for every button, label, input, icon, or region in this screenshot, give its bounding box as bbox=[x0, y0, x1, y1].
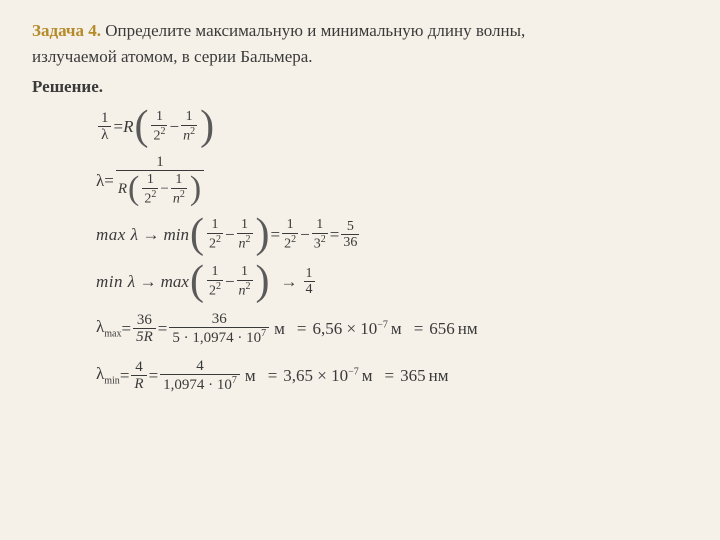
frac-num: 1 bbox=[98, 110, 112, 127]
solution-label: Решение. bbox=[32, 77, 688, 97]
min-lambda: min λ bbox=[96, 272, 136, 292]
max-label: max bbox=[161, 272, 189, 292]
problem-statement: Задача 4. Определите максимальную и мини… bbox=[32, 18, 688, 44]
equation-line-1: 1 λ = R ( 1 22 − 1 n2 ) bbox=[96, 105, 688, 149]
lambda-min-nm: 365 bbox=[400, 366, 426, 386]
t: 1 bbox=[153, 154, 167, 171]
lambda-min: λmin bbox=[96, 364, 120, 386]
t: R ( 1 22 − 1 n2 ) bbox=[116, 170, 204, 207]
equation-line-5: λmax = 365R = 36 5 · 1,0974 · 107 м = 6,… bbox=[96, 307, 688, 351]
lparen: ( bbox=[133, 108, 149, 146]
lambda-max-nm: 656 bbox=[429, 319, 455, 339]
max-lambda: max λ bbox=[96, 225, 138, 245]
arrow-icon: → bbox=[277, 272, 302, 292]
lambda-max: λmax bbox=[96, 317, 121, 339]
unit-m: м bbox=[271, 319, 285, 339]
page: Задача 4. Определите максимальную и мини… bbox=[0, 0, 720, 411]
unit-m: м bbox=[388, 319, 402, 339]
math-area: 1 λ = R ( 1 22 − 1 n2 ) λ = 1 bbox=[96, 105, 688, 398]
frac-den: λ bbox=[98, 126, 111, 144]
problem-label: Задача 4. bbox=[32, 21, 101, 40]
t: n2 bbox=[181, 125, 197, 144]
lambda: λ bbox=[96, 171, 104, 191]
min-label: min bbox=[163, 225, 189, 245]
t: 22 bbox=[151, 125, 167, 144]
equation-line-2: λ = 1 R ( 1 22 − 1 n2 ) bbox=[96, 152, 688, 210]
equation-line-6: λmin = 4R = 4 1,0974 · 107 м = 3,65 × 10… bbox=[96, 354, 688, 398]
unit-nm: нм bbox=[455, 319, 478, 339]
minus: − bbox=[169, 117, 179, 137]
t: 1 bbox=[184, 109, 195, 124]
arrow-icon: → bbox=[136, 272, 161, 292]
unit-m: м bbox=[359, 366, 373, 386]
arrow-icon: → bbox=[138, 225, 163, 245]
equals: = bbox=[104, 171, 114, 191]
rydberg-R: R bbox=[123, 117, 133, 137]
equation-line-4: min λ → max ( 122 − 1n2 ) → 14 bbox=[96, 260, 688, 304]
problem-line2: излучаемой атомом, в серии Бальмера. bbox=[32, 44, 688, 70]
t: 1 bbox=[154, 109, 165, 124]
unit-nm: нм bbox=[426, 366, 449, 386]
rparen: ) bbox=[199, 108, 215, 146]
problem-line1: Определите максимальную и минимальную дл… bbox=[101, 21, 525, 40]
equation-line-3: max λ → min ( 122 − 1n2 ) = 122 − 132 = … bbox=[96, 213, 688, 257]
equals: = bbox=[114, 117, 124, 137]
unit-m: м bbox=[242, 366, 256, 386]
